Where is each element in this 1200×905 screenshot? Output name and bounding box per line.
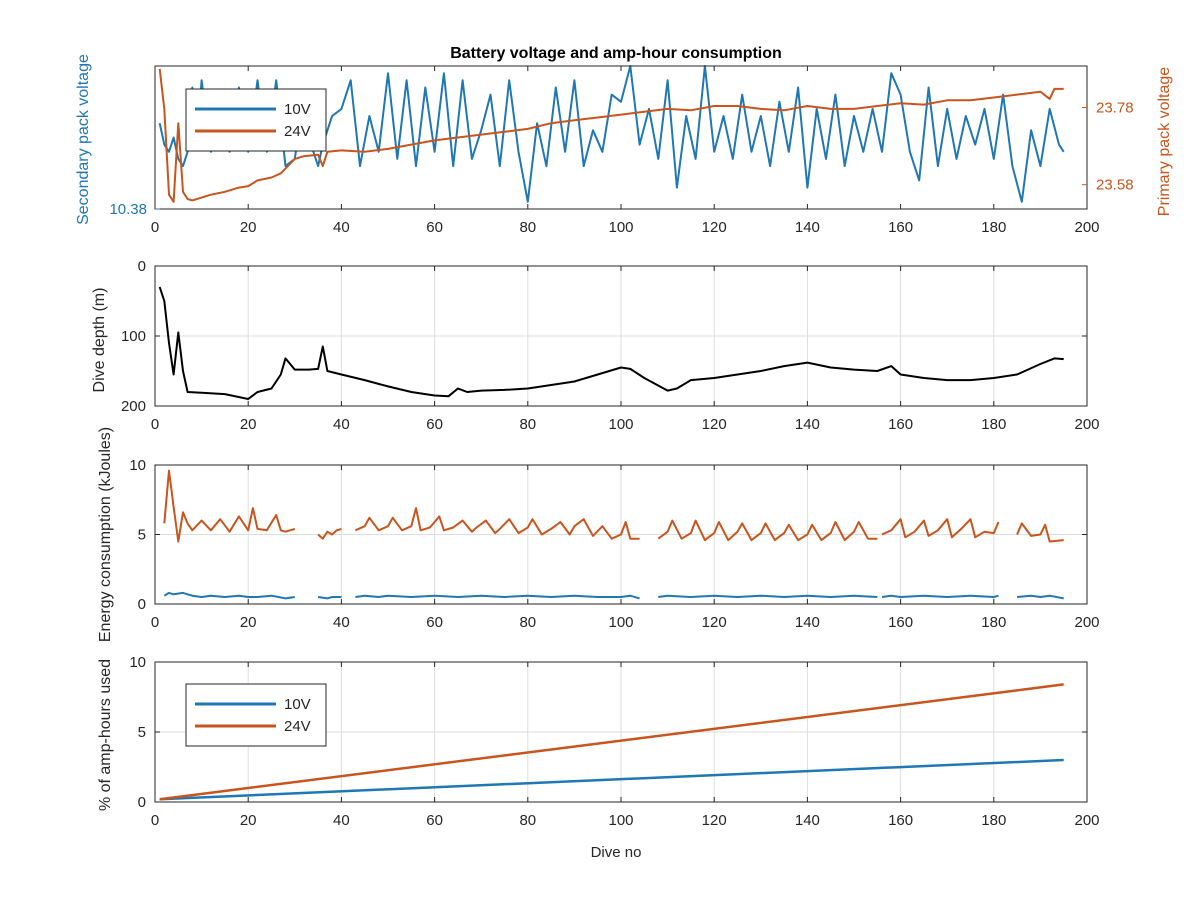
y-tick-label: 0 — [138, 794, 146, 811]
series-line-10v — [159, 758, 1064, 801]
x-tick-label: 0 — [151, 812, 159, 829]
x-tick-label: 160 — [888, 416, 913, 433]
x-tick-label: 80 — [519, 219, 536, 236]
legend-box — [185, 88, 327, 152]
x-tick-label: 80 — [519, 812, 536, 829]
y-axis-label: Dive depth (m) — [91, 288, 108, 393]
y-axis-label: % of amp-hours used — [97, 659, 114, 811]
x-tick-label: 120 — [702, 614, 727, 631]
x-tick-label: 0 — [151, 614, 159, 631]
x-tick-label: 100 — [608, 416, 633, 433]
x-tick-label: 60 — [426, 812, 443, 829]
x-tick-label: 20 — [240, 416, 257, 433]
y-tick-label: 5 — [138, 724, 146, 741]
x-tick-label: 0 — [151, 219, 159, 236]
x-tick-label: 160 — [888, 614, 913, 631]
series-line-24v — [354, 507, 640, 540]
y-tick-label-right: 23.58 — [1096, 177, 1134, 194]
x-tick-label: 160 — [888, 812, 913, 829]
x-tick-label: 180 — [981, 416, 1006, 433]
x-tick-label: 20 — [240, 614, 257, 631]
x-tick-label: 180 — [981, 812, 1006, 829]
series-line-24v — [163, 469, 296, 543]
x-tick-label: 180 — [981, 219, 1006, 236]
y-tick-label: 200 — [121, 398, 146, 415]
legend-label-24v: 24V — [284, 718, 311, 735]
series-line-10v — [658, 594, 878, 598]
series-line-24v — [159, 683, 1064, 801]
series-line-24v — [1016, 522, 1064, 543]
x-tick-label: 180 — [981, 614, 1006, 631]
x-tick-label: 140 — [795, 812, 820, 829]
x-tick-label: 0 — [151, 416, 159, 433]
x-tick-label: 160 — [888, 219, 913, 236]
x-tick-label: 200 — [1074, 812, 1099, 829]
series-line-depth — [158, 286, 1064, 400]
x-tick-label: 120 — [702, 219, 727, 236]
x-tick-label: 140 — [795, 219, 820, 236]
x-tick-label: 40 — [333, 416, 350, 433]
x-tick-label: 20 — [240, 812, 257, 829]
series-line-24v — [158, 68, 1064, 203]
chart-title: Battery voltage and amp-hour consumption — [450, 45, 782, 62]
legend-box — [185, 683, 327, 747]
x-tick-label: 140 — [795, 416, 820, 433]
legend-label-10v: 10V — [284, 696, 311, 713]
y-tick-label-left: 10.38 — [109, 201, 147, 218]
y-tick-label-right: 23.78 — [1096, 99, 1134, 116]
series-line-24v — [657, 519, 878, 542]
x-tick-label: 100 — [608, 219, 633, 236]
y-tick-label: 10 — [129, 457, 146, 474]
y-tick-label: 100 — [121, 328, 146, 345]
x-tick-label: 20 — [240, 219, 257, 236]
series-line-24v — [317, 527, 342, 540]
series-line-10v — [355, 594, 640, 600]
x-tick-label: 120 — [702, 416, 727, 433]
x-tick-label: 40 — [333, 614, 350, 631]
legend-label-10v: 10V — [284, 101, 311, 118]
x-tick-label: 200 — [1074, 614, 1099, 631]
x-tick-label: 200 — [1074, 219, 1099, 236]
x-tick-label: 80 — [519, 614, 536, 631]
series-line-10v — [317, 596, 342, 600]
x-axis-label: Dive no — [591, 844, 642, 861]
x-tick-label: 120 — [702, 812, 727, 829]
x-tick-label: 140 — [795, 614, 820, 631]
x-tick-label: 60 — [426, 416, 443, 433]
series-line-24v — [881, 518, 1000, 539]
x-tick-label: 100 — [608, 614, 633, 631]
y-axis-label: Energy consumption (kJoules) — [97, 427, 114, 642]
x-tick-label: 60 — [426, 219, 443, 236]
y-axis-label-right: Primary pack voltage — [1156, 67, 1173, 216]
x-tick-label: 200 — [1074, 416, 1099, 433]
series-line-10v — [881, 594, 999, 598]
x-tick-label: 40 — [333, 219, 350, 236]
x-tick-label: 60 — [426, 614, 443, 631]
legend-label-24v: 24V — [284, 123, 311, 140]
y-tick-label: 0 — [138, 596, 146, 613]
series-line-10v — [163, 591, 295, 600]
y-tick-label: 5 — [138, 527, 146, 544]
x-tick-label: 80 — [519, 416, 536, 433]
y-axis-label-left: Secondary pack voltage — [75, 54, 92, 225]
series-line-10v — [1017, 594, 1064, 600]
x-tick-label: 100 — [608, 812, 633, 829]
x-tick-label: 40 — [333, 812, 350, 829]
y-tick-label: 0 — [138, 258, 146, 275]
y-tick-label: 10 — [129, 654, 146, 671]
